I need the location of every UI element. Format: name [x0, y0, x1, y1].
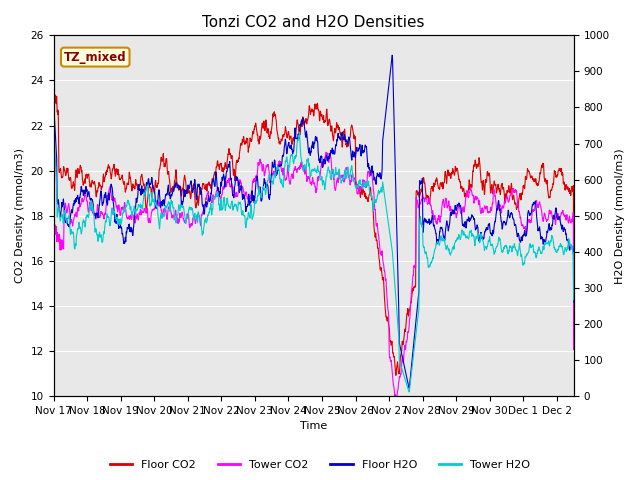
Tower CO2 — [570, 347, 577, 352]
Tower CO2 — [140, 208, 148, 214]
Floor CO2 — [392, 372, 400, 378]
Tower CO2 — [249, 179, 257, 184]
Floor H2O — [249, 197, 257, 203]
Floor CO2 — [140, 181, 148, 187]
Text: TZ_mixed: TZ_mixed — [64, 50, 127, 63]
X-axis label: Time: Time — [300, 421, 327, 432]
Tower H2O — [570, 297, 577, 303]
Line: Tower H2O: Tower H2O — [54, 118, 573, 392]
Floor H2O — [271, 169, 279, 175]
Tower H2O — [272, 174, 280, 180]
Floor H2O — [570, 299, 577, 305]
Floor CO2 — [272, 114, 280, 120]
Floor CO2 — [250, 129, 257, 134]
Floor H2O — [388, 52, 396, 58]
Tower CO2 — [50, 351, 58, 357]
Floor H2O — [504, 213, 511, 218]
Floor CO2 — [50, 262, 58, 268]
Tower H2O — [504, 250, 511, 255]
Tower H2O — [50, 204, 58, 210]
Tower H2O — [109, 212, 117, 218]
Tower H2O — [560, 252, 568, 258]
Tower CO2 — [392, 393, 399, 399]
Floor H2O — [405, 385, 413, 391]
Tower H2O — [50, 115, 58, 121]
Floor H2O — [140, 188, 148, 194]
Tower CO2 — [560, 211, 568, 217]
Y-axis label: H2O Density (mmol/m3): H2O Density (mmol/m3) — [615, 148, 625, 284]
Tower CO2 — [504, 196, 511, 202]
Floor CO2 — [50, 90, 58, 96]
Tower CO2 — [271, 170, 279, 176]
Y-axis label: CO2 Density (mmol/m3): CO2 Density (mmol/m3) — [15, 148, 25, 283]
Floor CO2 — [570, 328, 577, 334]
Title: Tonzi CO2 and H2O Densities: Tonzi CO2 and H2O Densities — [202, 15, 425, 30]
Line: Floor CO2: Floor CO2 — [54, 93, 573, 375]
Floor CO2 — [504, 189, 511, 194]
Floor H2O — [50, 157, 58, 163]
Tower CO2 — [323, 149, 330, 155]
Floor CO2 — [109, 166, 117, 171]
Tower H2O — [250, 213, 257, 219]
Tower H2O — [140, 192, 148, 198]
Tower CO2 — [109, 197, 116, 203]
Floor H2O — [560, 227, 568, 232]
Floor CO2 — [560, 179, 568, 185]
Floor H2O — [109, 193, 116, 199]
Line: Tower CO2: Tower CO2 — [54, 152, 573, 396]
Legend: Floor CO2, Tower CO2, Floor H2O, Tower H2O: Floor CO2, Tower CO2, Floor H2O, Tower H… — [105, 456, 535, 474]
Line: Floor H2O: Floor H2O — [54, 55, 573, 388]
Tower H2O — [405, 389, 413, 395]
